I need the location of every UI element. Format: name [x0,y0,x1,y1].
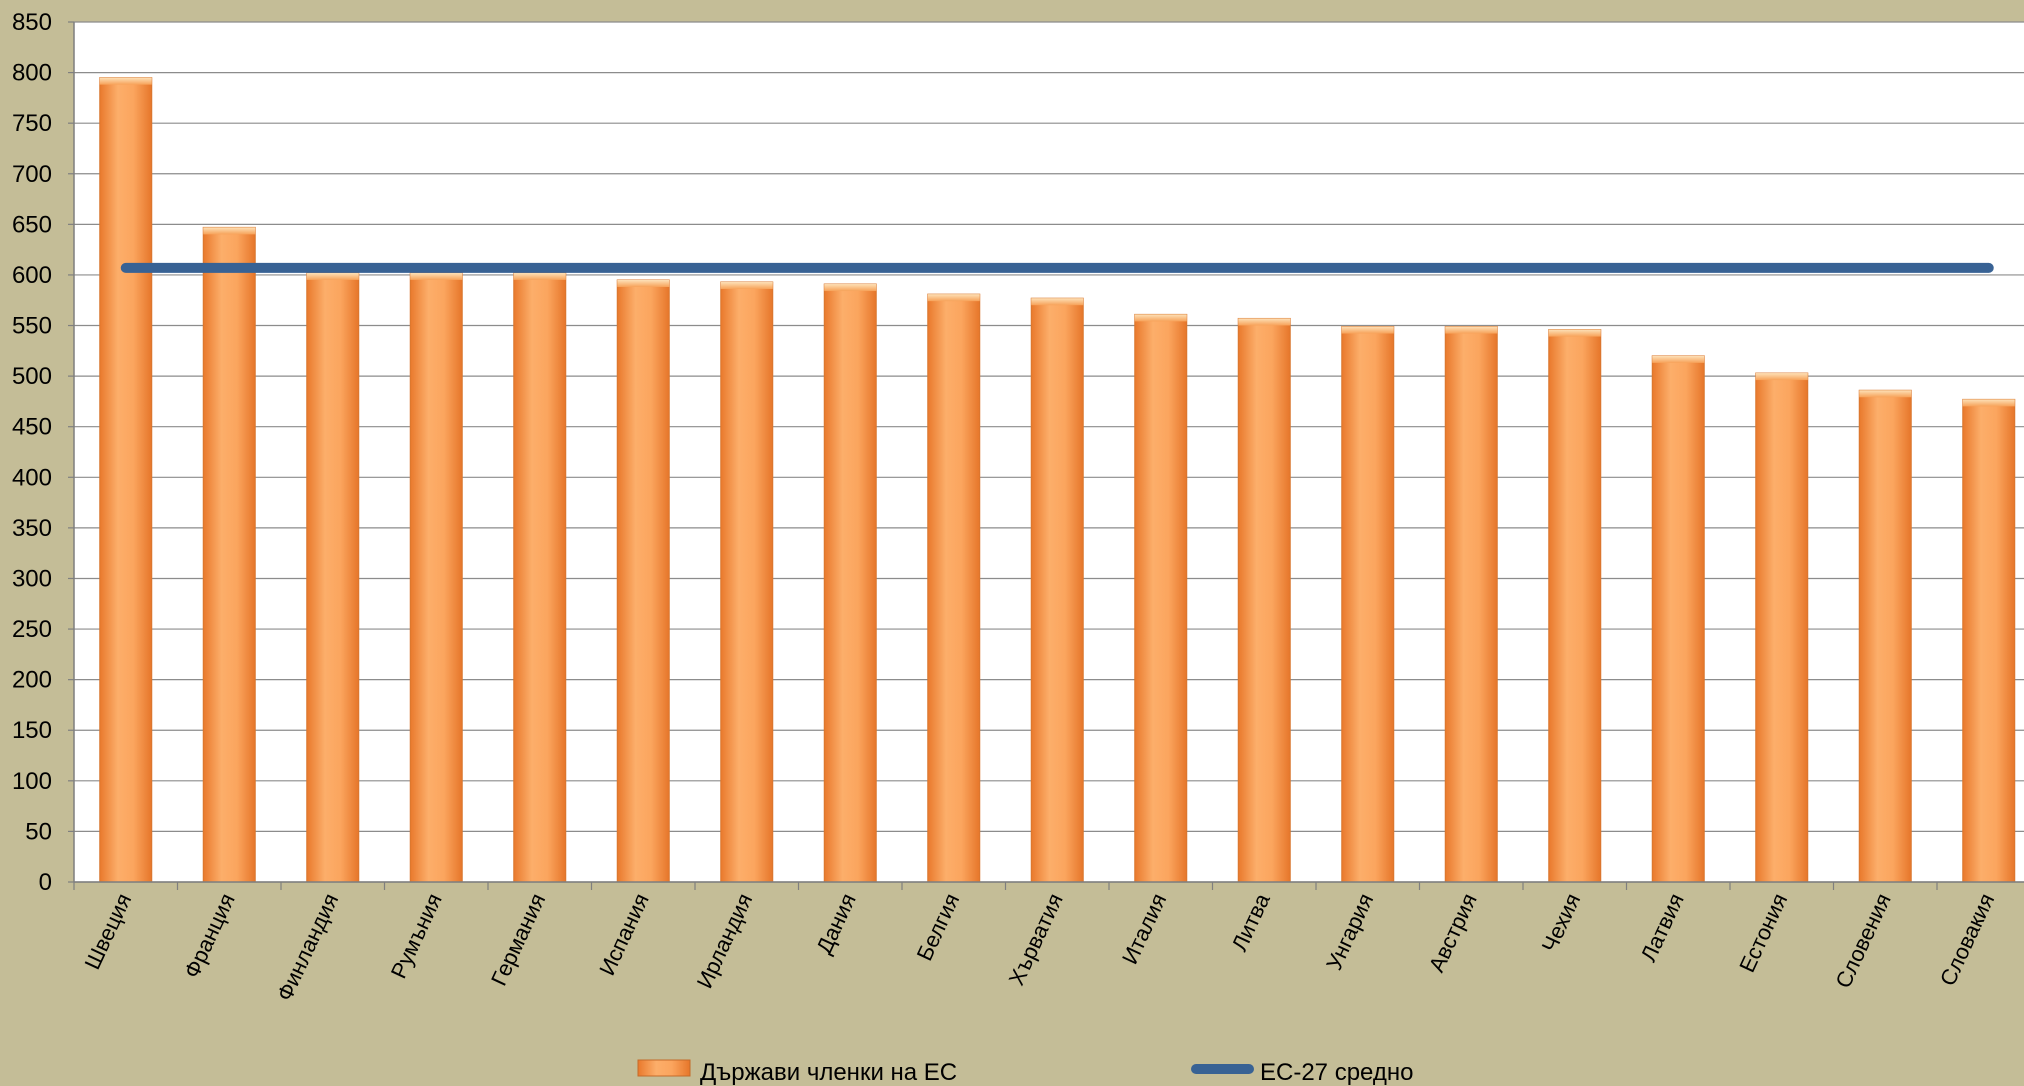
y-tick-label: 100 [12,768,52,795]
x-tick-label: Хърватия [1004,890,1068,990]
bar [1858,389,1912,883]
bar-cap [1652,355,1705,363]
bar-cap [99,77,152,85]
bar-cap [824,284,877,292]
bar [616,279,670,883]
x-tick-label: Белгия [912,890,965,965]
bar [1237,317,1291,883]
x-tick-label: Австрия [1424,890,1482,976]
x-tick-label: Унгария [1321,890,1378,974]
x-tick-label: Латвия [1636,890,1689,966]
y-tick-label: 200 [12,667,52,694]
x-tick-label: Италия [1117,890,1171,968]
bar [306,272,360,883]
legend-label-average: ЕС-27 средно [1260,1059,1413,1086]
x-tick-label: Швеция [80,890,137,974]
bar-cap [1238,318,1291,326]
bar-cap [720,282,773,290]
x-tick-label: Испания [594,890,654,980]
bar [409,272,463,883]
bar [1548,329,1602,883]
legend: Държави членки на ЕС ЕС-27 средно [637,1059,1413,1086]
x-tick-label: Финландия [272,890,343,1005]
bar [513,272,567,883]
y-tick-label: 750 [12,110,52,137]
bar-cap [1341,326,1394,334]
x-tick-label: Словакия [1935,890,1999,990]
x-tick-label: Чехия [1537,890,1586,956]
y-tick-label: 600 [12,262,52,289]
bar [202,226,256,883]
bar-cap [927,294,980,302]
bars [99,77,2016,883]
y-tick-label: 700 [12,161,52,188]
x-tick-label: Естония [1734,890,1792,977]
x-tick-label: Словения [1830,890,1895,992]
bar-cap [1755,373,1808,381]
legend-label-bars: Държави членки на ЕС [700,1059,957,1086]
y-tick-label: 850 [12,9,52,36]
legend-bar-swatch [637,1059,691,1077]
bar [1030,297,1084,883]
y-tick-label: 800 [12,60,52,87]
x-tick-label: Румъния [386,890,447,983]
bar-cap [1445,326,1498,334]
y-tick-label: 300 [12,565,52,592]
x-axis: Швеция Франция Финландия Румъния Германия Исп… [73,881,2024,1005]
y-tick-label: 0 [39,869,52,896]
x-tick-label: Дания [811,890,860,958]
bar-cap [1134,314,1187,322]
bar [823,283,877,883]
bar-cap [1548,329,1601,337]
bar [927,293,981,883]
bar-cap [306,272,359,280]
bar-cap [513,272,566,280]
y-tick-label: 400 [12,464,52,491]
y-tick-label: 150 [12,717,52,744]
x-tick-label: Ирландия [692,890,758,993]
y-tick-label: 500 [12,363,52,390]
bar-cap [203,227,256,235]
bar-cap [1962,399,2015,407]
y-tick-label: 450 [12,414,52,441]
bar [1134,313,1188,883]
bar-cap [410,272,463,280]
bar [1651,355,1705,883]
x-tick-label: Германия [486,890,550,990]
y-tick-label: 350 [12,515,52,542]
y-tick-label: 550 [12,313,52,340]
y-tick-label: 650 [12,211,52,238]
bar [1962,398,2016,883]
bar-cap [1031,298,1084,306]
bar [99,77,153,883]
bar-cap [617,280,670,287]
bar [720,281,774,883]
bar [1341,326,1395,883]
bar [1444,326,1498,883]
y-tick-label: 250 [12,616,52,643]
x-tick-label: Литва [1227,889,1276,955]
bar [1755,372,1809,883]
x-tick-label: Франция [179,890,240,982]
y-axis: 0 50 100 150 200 250 300 350 400 450 500 550 600 650 7… [12,9,75,896]
bar-cap [1859,390,1912,398]
y-tick-label: 50 [25,818,52,845]
